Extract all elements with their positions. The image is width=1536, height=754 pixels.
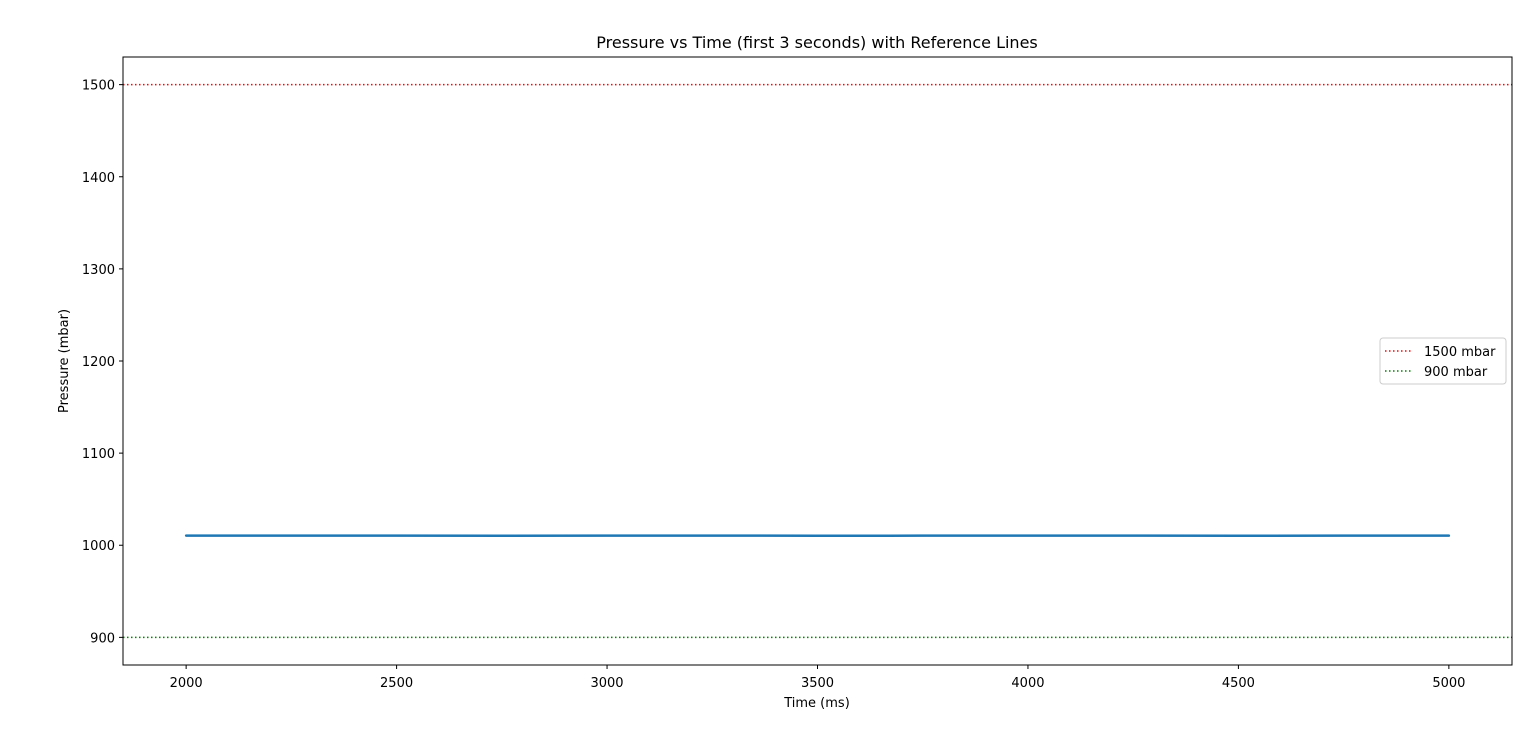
x-axis-label: Time (ms)	[783, 696, 850, 711]
y-tick-label: 1300	[82, 263, 115, 278]
chart-title: Pressure vs Time (first 3 seconds) with …	[596, 33, 1038, 52]
legend-label-1: 900 mbar	[1424, 365, 1488, 380]
y-tick-label: 1200	[82, 355, 115, 370]
x-tick-label: 2500	[380, 676, 413, 691]
y-axis-label: Pressure (mbar)	[57, 309, 72, 413]
plot-area: 2000 2500 3000 3500 4000 4500 5000 900 1000 1100 1…	[82, 56, 1513, 691]
x-tick-label: 5000	[1432, 676, 1465, 691]
y-tick-label: 1500	[82, 79, 115, 94]
y-tick-label: 1400	[82, 171, 115, 186]
y-tick-label: 900	[90, 631, 115, 646]
y-tick-label: 1000	[82, 539, 115, 554]
axes-frame	[122, 56, 1513, 666]
y-tick-label: 1100	[82, 447, 115, 462]
x-tick-label: 4000	[1011, 676, 1044, 691]
x-tick-label: 3500	[801, 676, 834, 691]
x-tick-label: 3000	[590, 676, 623, 691]
legend-label-0: 1500 mbar	[1424, 345, 1496, 360]
x-tick-label: 2000	[170, 676, 203, 691]
legend: 1500 mbar 900 mbar	[1379, 337, 1507, 385]
x-tick-label: 4500	[1222, 676, 1255, 691]
legend-box	[1379, 337, 1507, 385]
